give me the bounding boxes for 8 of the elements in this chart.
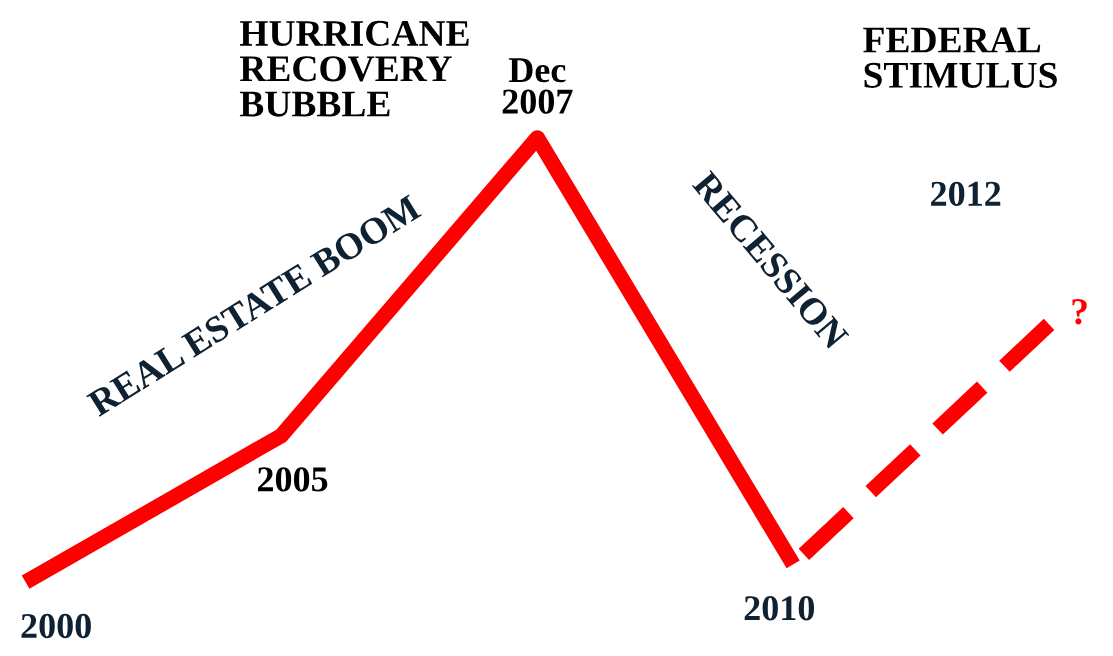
- annotation: ?: [1072, 299, 1087, 325]
- x-tick-label: 2000: [21, 613, 91, 639]
- x-tick-label: 2005: [257, 467, 328, 492]
- x-tick-label: 2010: [744, 596, 815, 621]
- text: FEDERAL STIMULUS: [863, 27, 1057, 88]
- x-tick-label: 2012: [931, 181, 1001, 206]
- text: HURRICANE RECOVERY BUBBLE: [239, 20, 469, 117]
- x-tick-label: Dec 2007: [502, 58, 573, 114]
